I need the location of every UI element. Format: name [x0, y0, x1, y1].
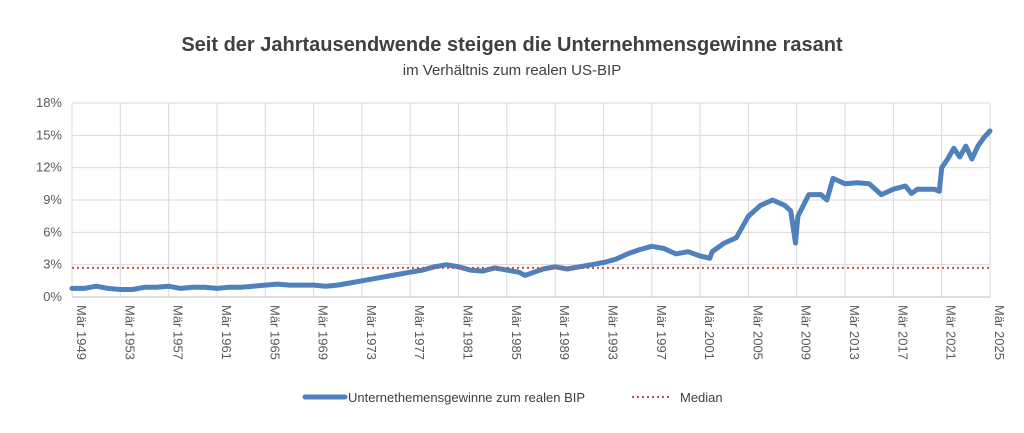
x-tick-label: Mär 1997 [654, 305, 669, 360]
x-tick-label: Mär 1961 [219, 305, 234, 360]
legend-label-profits: Unternethemensgewinne zum realen BIP [348, 390, 585, 405]
x-tick-label: Mär 2025 [992, 305, 1007, 360]
x-tick-label: Mär 2013 [847, 305, 862, 360]
x-tick-label: Mär 2001 [702, 305, 717, 360]
x-tick-label: Mär 1977 [412, 305, 427, 360]
y-tick-label: 3% [43, 257, 62, 272]
y-tick-label: 6% [43, 224, 62, 239]
x-tick-label: Mär 1957 [171, 305, 186, 360]
x-tick-label: Mär 1965 [267, 305, 282, 360]
y-tick-label: 0% [43, 289, 62, 304]
chart-subtitle: im Verhältnis zum realen US-BIP [402, 62, 622, 79]
x-tick-label: Mär 1985 [509, 305, 524, 360]
y-tick-label: 15% [36, 127, 62, 142]
x-tick-label: Mär 1969 [316, 305, 331, 360]
chart-title: Seit der Jahrtausendwende steigen die Un… [181, 34, 843, 56]
x-tick-label: Mär 1973 [364, 305, 379, 360]
x-tick-label: Mär 1993 [605, 305, 620, 360]
series-line-profits [69, 128, 993, 292]
x-tick-label: Mär 1953 [122, 305, 137, 360]
x-tick-label: Mär 2021 [944, 305, 959, 360]
x-tick-label: Mär 1981 [461, 305, 476, 360]
x-tick-label: Mär 1989 [557, 305, 572, 360]
x-tick-label: Mär 2005 [750, 305, 765, 360]
y-tick-label: 9% [43, 192, 62, 207]
y-tick-label: 18% [36, 95, 62, 110]
x-tick-label: Mär 1949 [74, 305, 89, 360]
x-tick-label: Mär 2009 [799, 305, 814, 360]
legend-label-median: Median [680, 390, 723, 405]
x-tick-label: Mär 2017 [895, 305, 910, 360]
y-tick-label: 12% [36, 160, 62, 175]
